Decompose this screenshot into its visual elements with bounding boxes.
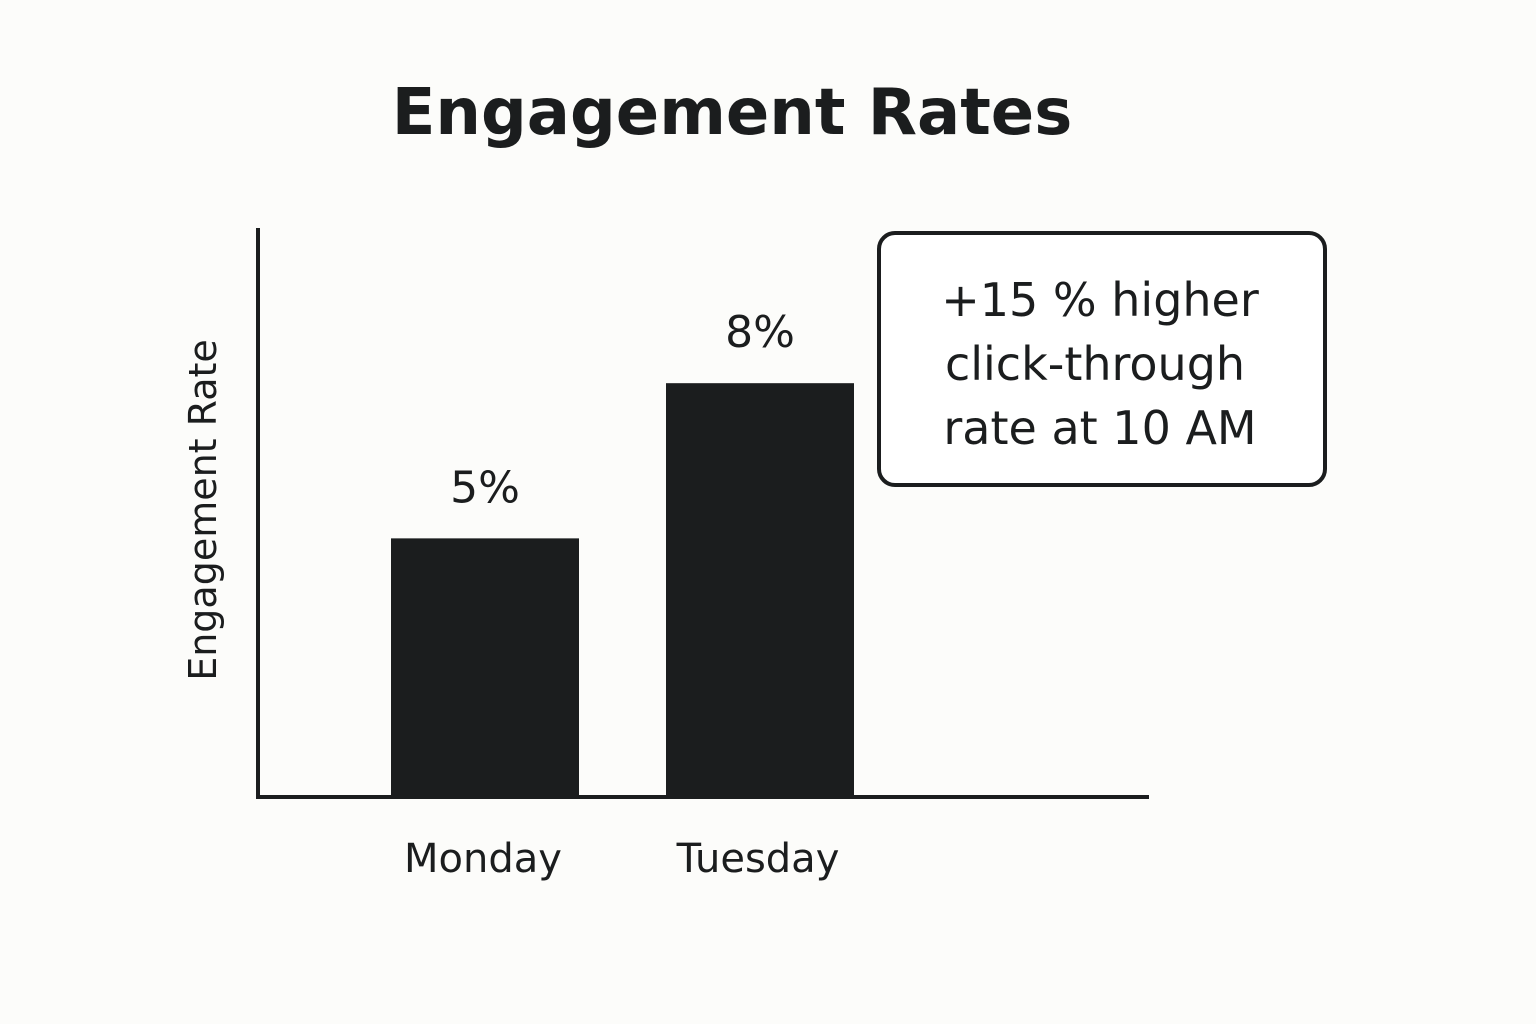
annotation-callout: +15 % higher click-through rate at 10 AM bbox=[877, 231, 1327, 487]
value-labels: 5% 8% bbox=[450, 307, 795, 513]
callout-line-3: rate at 10 AM bbox=[943, 401, 1256, 455]
value-label-tuesday: 8% bbox=[725, 307, 795, 358]
callout-line-1: +15 % higher bbox=[941, 273, 1259, 327]
bar-tuesday bbox=[666, 383, 854, 797]
value-label-monday: 5% bbox=[450, 462, 520, 513]
callout-line-2: click-through bbox=[945, 337, 1245, 391]
callout-box bbox=[877, 231, 1327, 487]
y-axis-label: Engagement Rate bbox=[181, 339, 225, 681]
chart-title: Engagement Rates bbox=[392, 76, 1073, 150]
x-tick-label-monday: Monday bbox=[404, 836, 562, 882]
bar-monday bbox=[391, 538, 579, 797]
x-tick-labels: Monday Tuesday bbox=[404, 836, 839, 882]
bars-layer bbox=[391, 383, 854, 797]
x-tick-label-tuesday: Tuesday bbox=[676, 836, 840, 882]
